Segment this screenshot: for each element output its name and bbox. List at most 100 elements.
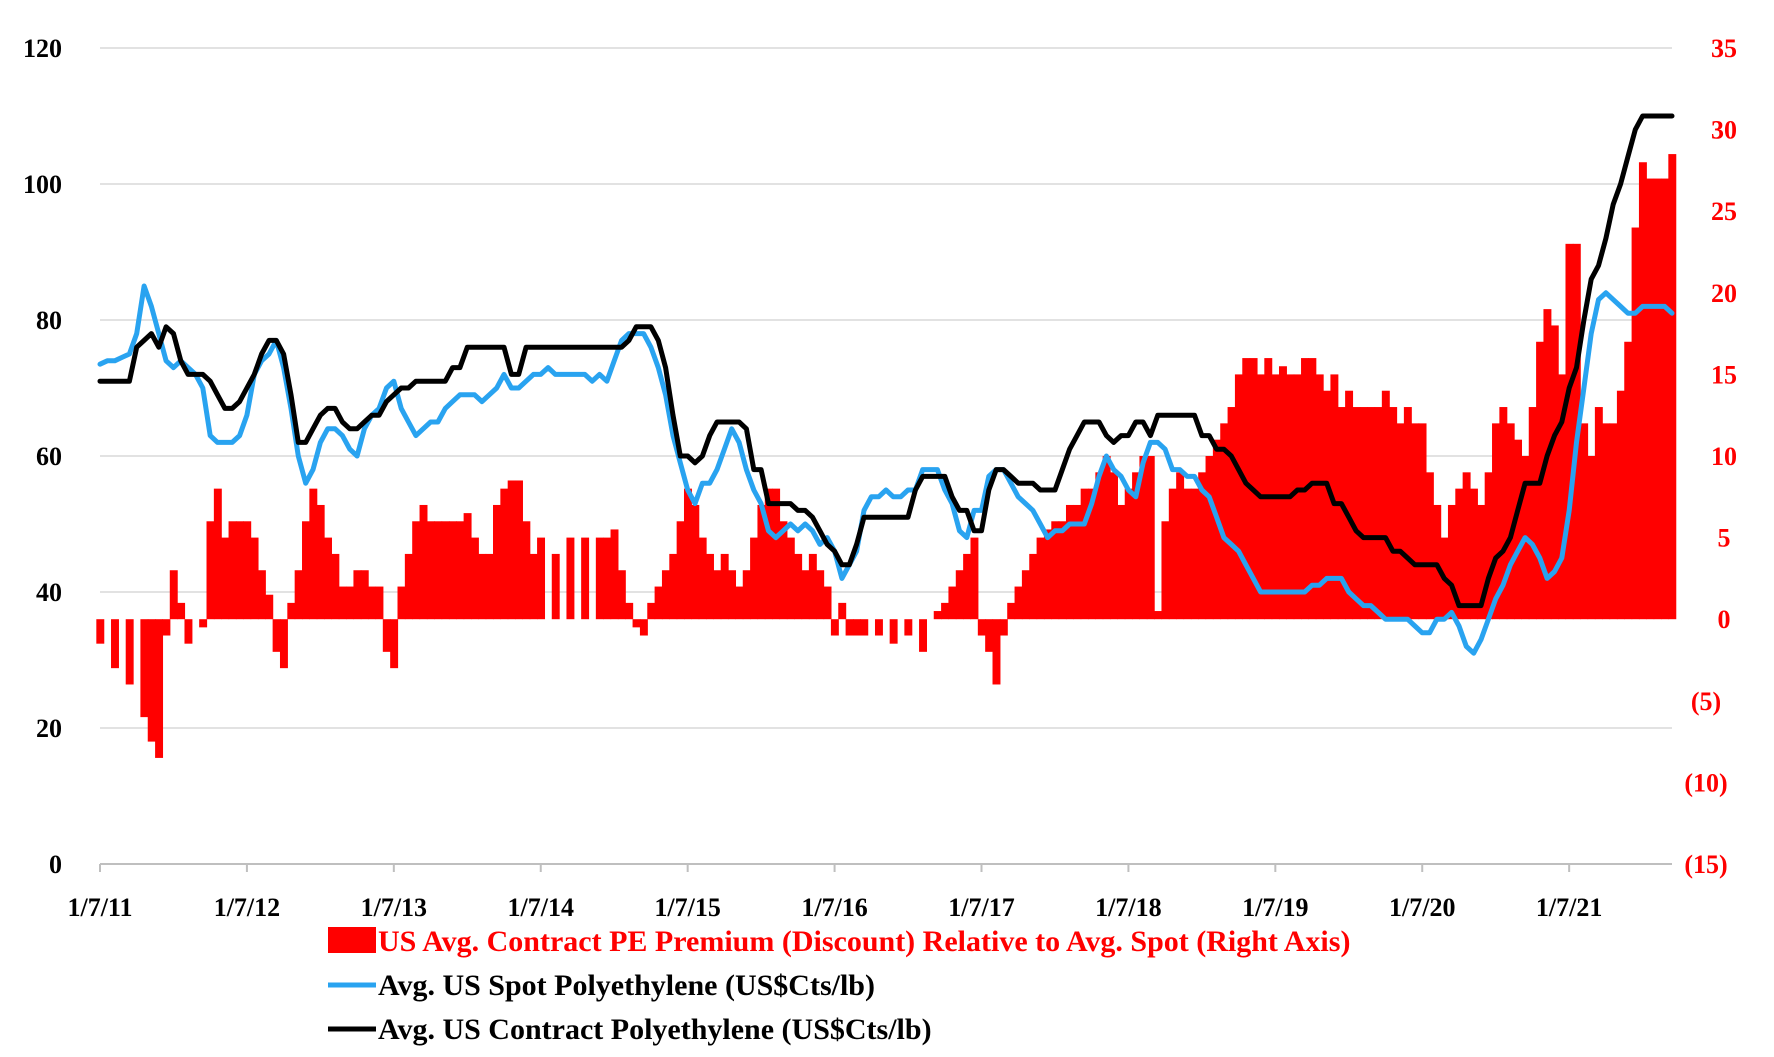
- premium-bar: [309, 488, 318, 620]
- premium-bar: [1264, 358, 1273, 620]
- premium-bar: [294, 570, 303, 620]
- premium-bar: [1668, 154, 1677, 620]
- right-tick-label: (5): [1691, 687, 1721, 716]
- premium-bar: [287, 602, 296, 620]
- premium-bar: [1646, 178, 1655, 620]
- premium-bar: [1447, 504, 1456, 620]
- premium-bar: [96, 619, 105, 644]
- premium-bar: [177, 602, 186, 620]
- premium-bar: [448, 521, 457, 620]
- right-tick-label: 25: [1711, 197, 1737, 226]
- premium-bar: [1132, 472, 1141, 620]
- premium-bar: [1058, 521, 1067, 620]
- premium-bar: [1154, 611, 1163, 620]
- premium-bar: [1124, 488, 1133, 620]
- premium-bar: [1102, 456, 1111, 620]
- premium-bar: [669, 553, 678, 620]
- premium-bar: [1389, 407, 1398, 620]
- premium-bar: [140, 619, 149, 718]
- legend-label-spot: Avg. US Spot Polyethylene (US$Cts/lb): [378, 969, 875, 1002]
- premium-bar: [1609, 423, 1618, 620]
- premium-bar: [1558, 374, 1567, 620]
- premium-bar: [845, 619, 854, 636]
- premium-bar: [279, 619, 288, 669]
- premium-bar: [830, 619, 839, 636]
- left-tick-label: 40: [36, 578, 62, 607]
- premium-bar: [199, 619, 208, 628]
- premium-bar: [257, 570, 266, 620]
- premium-bar: [1227, 407, 1236, 620]
- premium-bar: [992, 619, 1001, 685]
- left-tick-label: 100: [23, 170, 62, 199]
- premium-bar: [265, 594, 274, 620]
- premium-bar: [860, 619, 869, 636]
- right-tick-label: 30: [1711, 116, 1737, 145]
- premium-bar: [625, 602, 634, 620]
- premium-bar: [661, 570, 670, 620]
- premium-bars: [96, 154, 1677, 758]
- premium-bar: [1043, 529, 1052, 620]
- x-tick-label: 1/7/15: [654, 893, 720, 922]
- premium-bar: [360, 570, 369, 620]
- premium-bar: [243, 521, 252, 620]
- premium-bar: [948, 586, 957, 620]
- premium-bar: [382, 619, 391, 652]
- legend-swatch-premium: [328, 927, 376, 953]
- premium-bar: [1624, 341, 1633, 620]
- premium-bar: [390, 619, 399, 669]
- premium-bar: [419, 504, 428, 620]
- premium-bar: [1631, 227, 1640, 620]
- premium-bar: [801, 570, 810, 620]
- premium-bar: [735, 586, 744, 620]
- right-tick-label: 0: [1718, 605, 1731, 634]
- premium-bar: [250, 537, 259, 620]
- premium-bar: [1323, 390, 1332, 620]
- premium-bar: [1308, 358, 1317, 620]
- legend-label-premium: US Avg. Contract PE Premium (Discount) R…: [378, 925, 1350, 958]
- premium-bar: [1616, 390, 1625, 620]
- x-tick-label: 1/7/21: [1536, 893, 1602, 922]
- premium-bar: [302, 521, 310, 620]
- premium-bar: [1198, 472, 1207, 620]
- premium-bar: [691, 504, 700, 620]
- spot-price-line: [97, 283, 1675, 656]
- premium-bar: [456, 521, 465, 620]
- premium-bar: [507, 480, 516, 620]
- legend-label-contract: Avg. US Contract Polyethylene (US$Cts/lb…: [378, 1013, 932, 1046]
- left-tick-label: 0: [49, 850, 62, 879]
- premium-bar: [1638, 162, 1647, 620]
- right-tick-label: 10: [1711, 442, 1737, 471]
- premium-bar: [1550, 325, 1559, 620]
- premium-bar: [1095, 472, 1104, 620]
- premium-bar: [1528, 407, 1537, 620]
- premium-bar: [1021, 570, 1030, 620]
- premium-bar: [713, 570, 722, 620]
- premium-bar: [404, 553, 413, 620]
- premium-bar: [933, 611, 942, 620]
- premium-bar: [1007, 602, 1016, 620]
- premium-bar: [742, 570, 751, 620]
- premium-bar: [977, 619, 986, 636]
- gridlines: [100, 47, 1672, 729]
- premium-bar: [213, 488, 222, 620]
- left-tick-label: 20: [36, 714, 62, 743]
- premium-bar: [823, 586, 832, 620]
- premium-bar: [434, 521, 443, 620]
- premium-bar: [1462, 472, 1471, 620]
- premium-bar: [353, 570, 362, 620]
- premium-bar: [1359, 407, 1368, 620]
- premium-bar: [228, 521, 237, 620]
- premium-bar: [1161, 521, 1170, 620]
- right-tick-label: 20: [1711, 279, 1737, 308]
- premium-bar: [595, 537, 604, 620]
- premium-bar: [111, 619, 119, 669]
- premium-bar: [1190, 488, 1199, 620]
- premium-bar: [772, 488, 781, 620]
- premium-bar: [838, 602, 847, 620]
- premium-bar: [1477, 504, 1486, 620]
- premium-bar: [1425, 472, 1434, 620]
- premium-bar: [1565, 243, 1574, 620]
- x-tick-label: 1/7/16: [801, 893, 867, 922]
- premium-bar: [566, 537, 575, 620]
- premium-bar: [632, 619, 641, 628]
